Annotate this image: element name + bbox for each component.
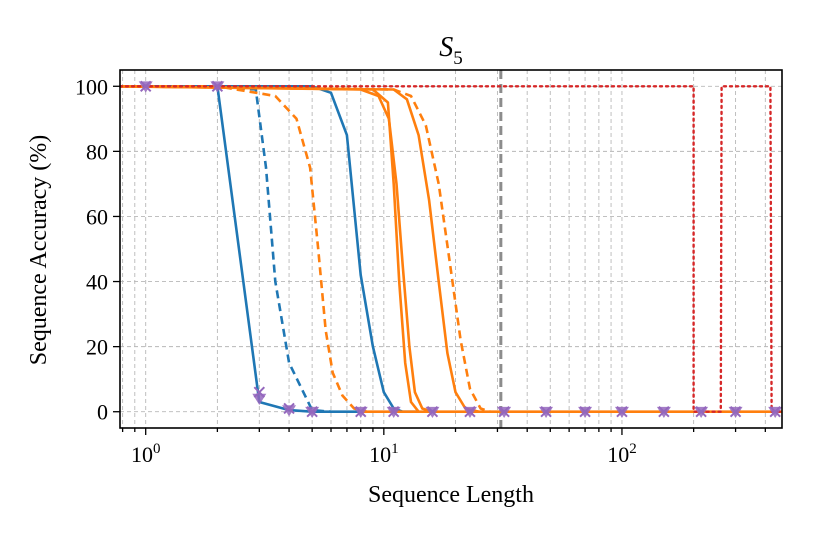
plot-frame (119, 69, 783, 429)
marker-x (139, 80, 152, 92)
series-orange-dashed-2 (119, 85, 491, 413)
series-orange-dashed-1 (120, 85, 368, 413)
y-tick-label: 20 (86, 335, 108, 360)
y-tick-label: 80 (86, 139, 108, 164)
grid (120, 70, 782, 428)
series-orange-solid-3 (119, 85, 479, 413)
title-main: S (439, 32, 453, 63)
ticks: 0 20 40 60 80 100 100 101 102 (75, 74, 766, 467)
marker-triangle-down (282, 405, 297, 417)
marker-x (769, 406, 781, 418)
marker-x (498, 406, 510, 418)
marker-x (387, 406, 400, 418)
marker-x (464, 406, 476, 418)
chart-title: S5 (439, 32, 463, 69)
x-axis-label: Sequence Length (368, 482, 534, 508)
marker-x (695, 406, 707, 418)
y-tick-label: 100 (75, 74, 108, 99)
series-red-dotted (118, 85, 784, 413)
x-tick-label: 101 (369, 441, 399, 467)
marker-x (540, 406, 552, 418)
x-tick-label: 102 (607, 441, 637, 467)
series-blue-dashed (120, 85, 332, 413)
series-blue-solid-2 (120, 85, 419, 414)
marker-layer (138, 80, 783, 419)
series-orange-solid-2 (119, 85, 420, 413)
marker-x (355, 406, 367, 418)
series-orange-solid-1 (119, 85, 433, 413)
y-axis-label: Sequence Accuracy (%) (26, 135, 52, 366)
y-tick-label: 0 (97, 400, 108, 425)
y-tick-label: 40 (86, 270, 108, 295)
marker-x (306, 406, 318, 418)
marker-x (253, 386, 266, 398)
x-tick-label: 100 (131, 441, 161, 467)
marker-x (283, 402, 295, 415)
title-subscript: 5 (453, 48, 463, 69)
marker-x (579, 406, 591, 418)
marker-x (729, 406, 742, 418)
series-layer (118, 85, 784, 414)
y-tick-label: 60 (86, 204, 108, 229)
series-blue-solid-1 (120, 85, 361, 414)
marker-x (658, 406, 670, 418)
marker-x (426, 406, 439, 418)
marker-x (211, 80, 224, 92)
marker-x (616, 406, 628, 418)
